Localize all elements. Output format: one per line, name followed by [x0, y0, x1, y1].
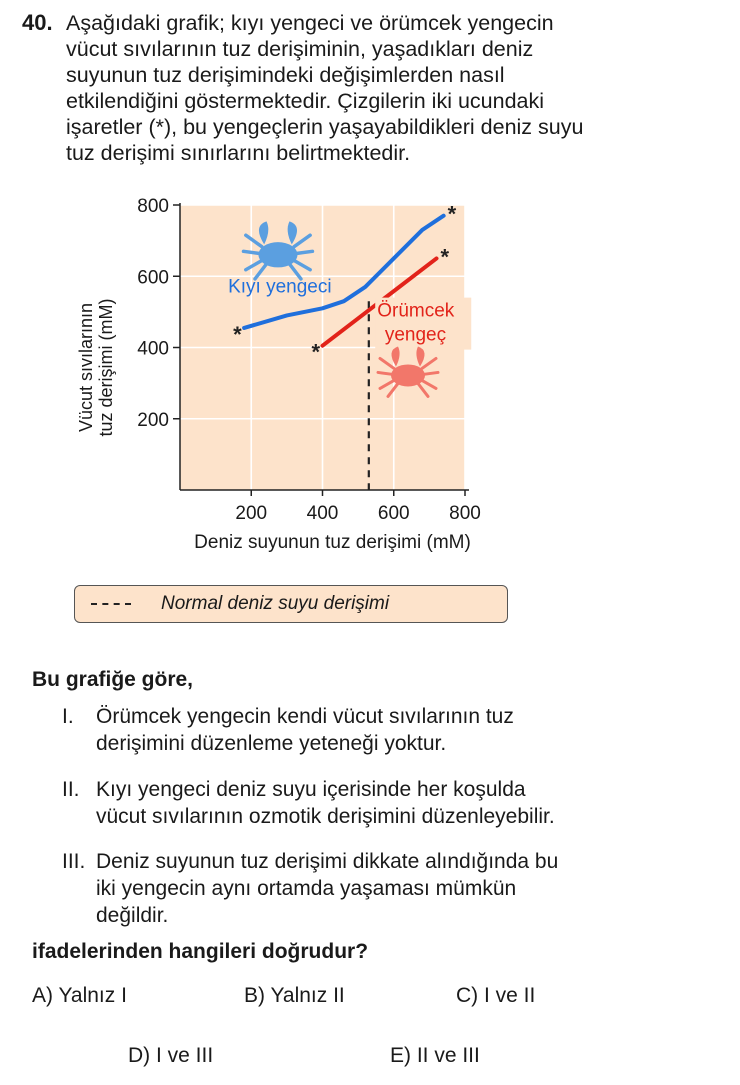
- y-tick-label: 200: [137, 410, 169, 431]
- statement-1: I. Örümcek yengecin kendi vücut sıvıları…: [62, 703, 702, 763]
- final-prompt: ifadelerinden hangileri doğrudur?: [32, 940, 369, 963]
- series-label-orumcek-line2: yengeç: [385, 325, 446, 346]
- stem-line: etkilendiğini göstermektedir. Çizgilerin…: [66, 89, 545, 113]
- statement-3: III. Deniz suyunun tuz derişimi dikkate …: [62, 848, 702, 932]
- series-label-kiyi-yengeci: Kıyı yengeci: [228, 276, 332, 297]
- option-d[interactable]: D) I ve III: [128, 1044, 214, 1067]
- option-e[interactable]: E) II ve III: [390, 1044, 480, 1067]
- endpoint-marker: *: [448, 202, 457, 227]
- legend-dash-swatch: [91, 603, 131, 605]
- legend-box: Normal deniz suyu derişimi: [74, 585, 508, 623]
- statement-line: Örümcek yengecin kendi vücut sıvılarının…: [96, 705, 514, 728]
- endpoint-marker: *: [312, 340, 321, 365]
- stem-line: Aşağıdaki grafik; kıyı yengeci ve örümce…: [66, 11, 554, 35]
- statement-line: derişimini düzenleme yeteneği yoktur.: [96, 732, 447, 755]
- statement-roman: II.: [62, 778, 80, 801]
- y-tick-label: 400: [137, 339, 169, 360]
- spider-crab-icon: [376, 346, 440, 398]
- y-axis-label: tuz derişimi (mM): [96, 299, 116, 437]
- stem-line: tuz derişimi sınırlarını belirtmektedir.: [66, 141, 411, 165]
- series-label-background: [375, 297, 472, 350]
- statement-line: iki yengecin aynı ortamda yaşaması mümkü…: [96, 877, 517, 900]
- legend-label: Normal deniz suyu derişimi: [161, 593, 390, 614]
- option-a[interactable]: A) Yalnız I: [32, 984, 127, 1007]
- x-tick-label: 800: [449, 503, 481, 524]
- question-stem: Aşağıdaki grafik; kıyı yengeci ve örümce…: [66, 10, 726, 166]
- y-axis-label: Vücut sıvılarının: [76, 303, 96, 432]
- option-c[interactable]: C) I ve II: [456, 984, 536, 1007]
- statement-roman: III.: [62, 850, 86, 873]
- statement-2: II. Kıyı yengeci deniz suyu içerisinde h…: [62, 776, 702, 836]
- stem-line: işaretler (*), bu yengeçlerin yaşayabild…: [66, 115, 584, 139]
- blue-crab-icon: [241, 221, 315, 281]
- statement-roman: I.: [62, 705, 74, 728]
- question-prompt: Bu grafiğe göre,: [32, 668, 194, 691]
- statement-line: değildir.: [96, 904, 169, 927]
- x-tick-label: 600: [378, 503, 410, 524]
- series-label-orumcek-line1: Örümcek: [377, 301, 455, 322]
- endpoint-marker: *: [233, 322, 242, 347]
- y-tick-label: 600: [137, 267, 169, 288]
- series-line-kiyi-yengeci: [242, 213, 446, 330]
- y-tick-label: 800: [137, 196, 169, 217]
- salt-concentration-chart: 200 400 600 800 200 400 600 800 * * * * Deniz suyu…: [76, 196, 481, 553]
- stem-line: suyunun tuz derişimindeki değişimlerden …: [66, 63, 505, 87]
- stem-line: vücut sıvılarının tuz derişiminin, yaşad…: [66, 37, 534, 61]
- statement-line: vücut sıvılarının ozmotik derişimini düz…: [96, 805, 555, 828]
- x-tick-label: 400: [307, 503, 339, 524]
- option-b[interactable]: B) Yalnız II: [244, 984, 345, 1007]
- endpoint-marker: *: [441, 244, 450, 269]
- x-axis-label: Deniz suyunun tuz derişimi (mM): [194, 532, 471, 553]
- question-number: 40.: [22, 10, 53, 35]
- statement-line: Deniz suyunun tuz derişimi dikkate alınd…: [96, 850, 559, 873]
- statement-line: Kıyı yengeci deniz suyu içerisinde her k…: [96, 778, 526, 801]
- x-tick-label: 200: [235, 503, 267, 524]
